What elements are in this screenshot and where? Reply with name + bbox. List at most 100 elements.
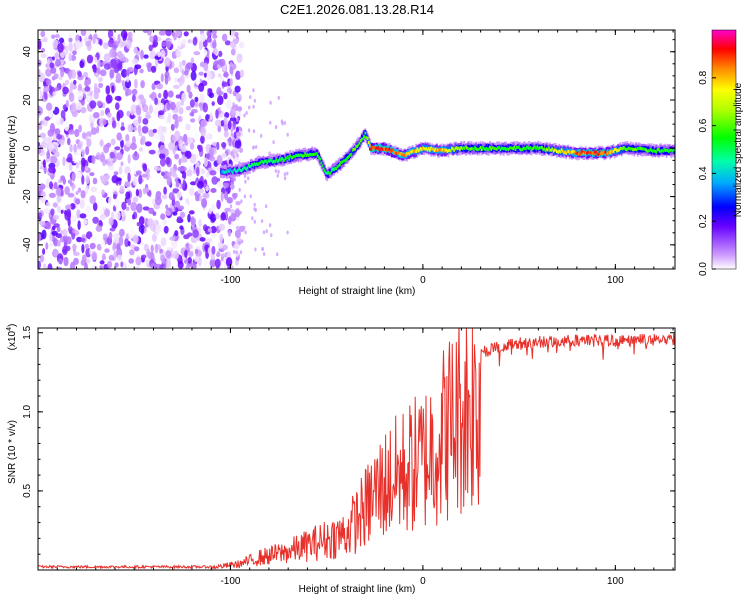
signal-cell <box>292 155 295 158</box>
noise-blob <box>108 217 114 226</box>
signal-cell <box>257 162 259 166</box>
x-tick-label: -100 <box>220 576 240 587</box>
signal-cell <box>595 150 598 154</box>
signal-cell <box>481 148 483 152</box>
noise-blob <box>85 175 90 184</box>
noise-blob <box>233 249 236 254</box>
signal-cell <box>246 166 249 170</box>
y-tick-label: 1.5 <box>22 325 33 339</box>
signal-cell <box>476 148 479 152</box>
noise-blob <box>86 95 91 101</box>
noise-blob <box>99 38 103 46</box>
signal-cell <box>228 169 230 173</box>
noise-blob <box>98 219 103 226</box>
signal-cell <box>393 151 395 154</box>
signal-cell <box>400 152 402 155</box>
signal-cell <box>355 145 357 152</box>
noise-blob <box>220 212 226 221</box>
noise-blob <box>84 243 89 250</box>
noise-blob <box>135 256 142 266</box>
noise-blob <box>283 121 286 125</box>
signal-cell <box>430 146 432 150</box>
noise-blob <box>38 59 42 67</box>
signal-cell <box>233 168 236 175</box>
signal-cell <box>429 148 431 152</box>
signal-cell <box>377 146 379 150</box>
signal-cell <box>650 149 653 152</box>
noise-blob <box>186 62 193 70</box>
signal-cell <box>452 147 454 151</box>
noise-blob <box>72 215 77 223</box>
noise-blob <box>175 49 182 58</box>
noise-blob <box>217 95 224 106</box>
signal-cell <box>544 149 547 152</box>
noise-blob <box>92 202 98 212</box>
noise-blob <box>101 189 105 196</box>
bottom-y-axis: 0.5 1.0 1.5 <box>22 325 675 555</box>
noise-blob <box>73 79 77 85</box>
noise-blob <box>118 235 124 246</box>
signal-cell <box>561 149 564 153</box>
noise-blob <box>202 49 208 57</box>
noise-blob <box>72 228 76 234</box>
noise-blob <box>160 167 167 172</box>
noise-blob <box>84 79 90 88</box>
noise-blob <box>161 171 165 177</box>
signal-cell <box>269 158 272 165</box>
noise-blob <box>44 116 51 121</box>
signal-cell <box>442 149 445 153</box>
signal-cell <box>673 148 675 152</box>
noise-blob <box>189 142 195 150</box>
signal-cell <box>505 147 507 151</box>
noise-blob <box>177 38 182 48</box>
noise-blob <box>70 69 76 79</box>
signal-cell <box>568 151 571 155</box>
noise-blob <box>103 42 109 49</box>
signal-cell <box>445 148 447 152</box>
noise-blob <box>68 92 75 103</box>
signal-cell <box>415 149 417 153</box>
signal-cell <box>401 153 404 157</box>
signal-cell <box>225 170 228 174</box>
bottom-y-axis-label: SNR (10 * v/v) <box>7 420 18 484</box>
bottom-plot-frame <box>37 327 676 571</box>
signal-cell <box>299 153 302 157</box>
signal-cell <box>223 171 226 175</box>
signal-cell <box>399 152 401 156</box>
noise-blob <box>120 161 124 167</box>
noise-blob <box>188 244 193 249</box>
noise-blob <box>220 253 227 258</box>
noise-blob <box>209 170 217 176</box>
noise-blob <box>201 198 208 208</box>
signal-cell <box>248 165 251 168</box>
noise-blob <box>121 122 125 127</box>
noise-blob <box>235 201 241 206</box>
signal-cell <box>431 147 434 151</box>
signal-cell <box>333 168 335 172</box>
noise-blob <box>115 102 120 110</box>
noise-blob <box>106 142 112 148</box>
noise-blob <box>125 140 132 147</box>
noise-blob <box>137 115 142 124</box>
noise-blob <box>93 112 100 119</box>
y-multiplier-base: (x10 <box>7 330 18 350</box>
signal-cell <box>654 149 656 153</box>
signal-cell <box>227 168 229 172</box>
noise-blob <box>234 139 242 149</box>
noise-blob <box>178 107 184 115</box>
noise-blob <box>173 250 179 260</box>
signal-cell <box>491 146 494 150</box>
noise-blob <box>56 133 62 140</box>
noise-blob <box>81 149 86 157</box>
noise-blob <box>167 90 174 98</box>
noise-blob <box>109 151 115 159</box>
signal-cell <box>571 150 573 154</box>
noise-blob <box>132 214 135 220</box>
signal-cell <box>486 148 489 152</box>
signal-cell <box>345 157 348 161</box>
noise-blob <box>142 118 149 125</box>
noise-blob <box>155 224 162 233</box>
signal-cell <box>638 147 640 151</box>
noise-blob <box>154 196 162 206</box>
noise-blob <box>228 136 232 147</box>
